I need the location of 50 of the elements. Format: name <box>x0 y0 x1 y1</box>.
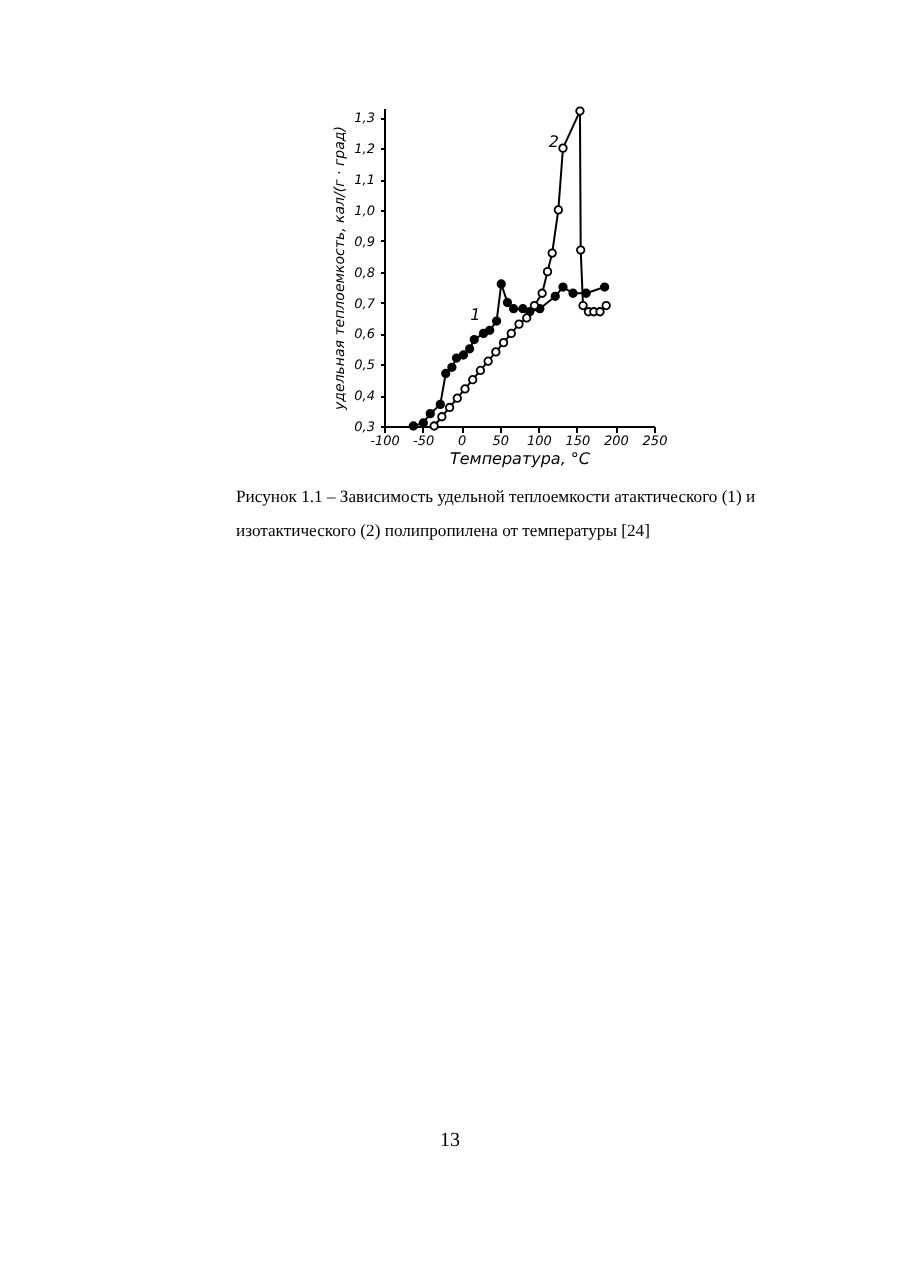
point <box>522 313 532 323</box>
point <box>483 356 493 366</box>
point <box>576 245 586 255</box>
point <box>491 316 502 326</box>
point <box>542 267 553 277</box>
point <box>599 282 610 292</box>
point <box>464 344 475 354</box>
point <box>529 300 540 311</box>
point <box>468 375 478 385</box>
point <box>475 365 486 376</box>
point <box>601 300 611 311</box>
point <box>458 350 469 360</box>
series-label: 2 <box>548 133 560 152</box>
point <box>460 384 470 394</box>
point <box>553 205 563 215</box>
point <box>568 288 578 298</box>
point <box>578 300 588 311</box>
point <box>478 328 489 339</box>
point <box>452 393 462 403</box>
point <box>502 297 513 308</box>
point <box>437 412 447 422</box>
point <box>451 353 462 363</box>
point <box>408 421 418 431</box>
point <box>558 143 568 153</box>
text: 13 <box>438 1130 462 1152</box>
point <box>496 279 506 289</box>
point <box>435 399 445 410</box>
point <box>550 291 560 301</box>
point <box>514 319 524 329</box>
point <box>558 282 568 292</box>
point <box>429 421 439 431</box>
point <box>518 304 528 314</box>
point <box>575 106 585 116</box>
point <box>444 402 455 413</box>
text: Рисунок 1.1 – Зависимость удельной теплоемкости атактического (1) и изотактического (2) полипропилена от температуры [24] <box>236 484 758 544</box>
point <box>508 304 519 314</box>
point <box>537 288 547 298</box>
point <box>547 248 557 258</box>
point <box>581 288 591 298</box>
x-axis-title: Температура, °C <box>449 450 591 468</box>
point <box>425 409 435 419</box>
point <box>469 334 479 345</box>
point <box>491 347 501 357</box>
series-label: 1 <box>470 305 481 324</box>
point <box>506 328 516 339</box>
point <box>595 307 605 317</box>
point <box>447 362 457 372</box>
point <box>485 325 495 335</box>
point <box>498 338 509 348</box>
point <box>441 368 451 379</box>
